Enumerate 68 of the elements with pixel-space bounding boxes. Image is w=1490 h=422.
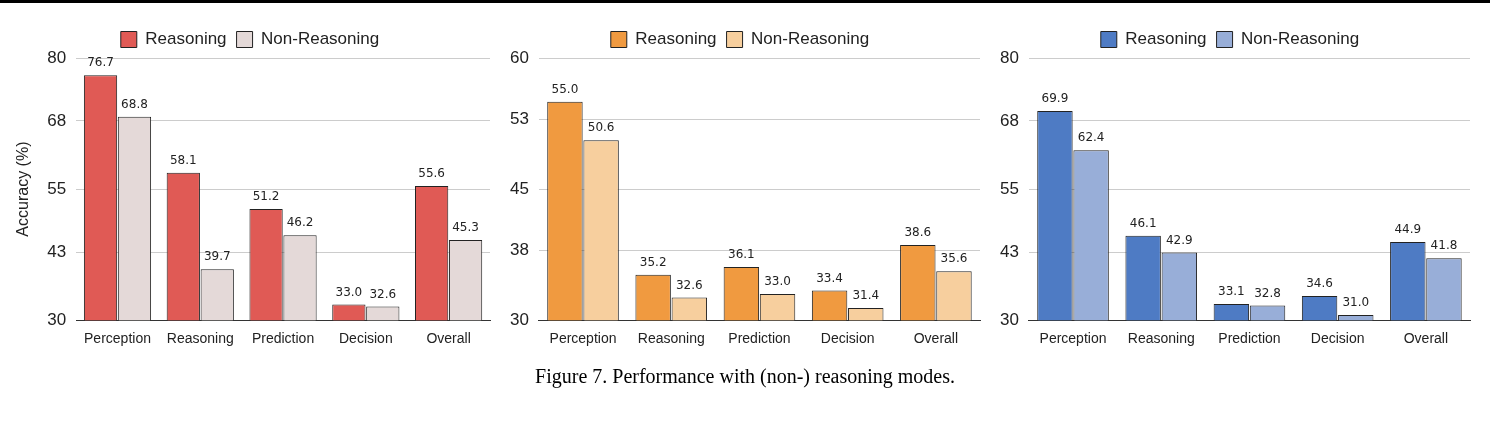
y-tick-label: 45 <box>509 178 529 198</box>
data-label: 32.6 <box>675 277 703 292</box>
data-label: 58.1 <box>169 152 197 167</box>
data-label: 33.0 <box>764 274 791 289</box>
y-tick-label: 30 <box>509 309 529 329</box>
x-tick-label: Reasoning <box>637 330 705 347</box>
data-label: 69.9 <box>1041 91 1069 106</box>
data-label: 31.0 <box>1342 295 1370 310</box>
data-label: 34.6 <box>1306 276 1333 291</box>
data-label: 32.8 <box>1254 285 1281 300</box>
y-tick-label: 60 <box>509 47 529 67</box>
y-tick-label: 68 <box>999 110 1019 130</box>
data-label: 33.1 <box>1218 284 1245 299</box>
x-tick-label: Decision <box>338 330 393 347</box>
y-tick-label: 55 <box>47 178 67 198</box>
legend-label: Non-Reasoning <box>261 29 380 49</box>
y-tick-label: 80 <box>999 47 1019 67</box>
x-tick-label: Reasoning <box>166 330 234 347</box>
x-tick-label: Decision <box>820 330 875 347</box>
data-label: 31.4 <box>852 288 880 303</box>
data-label: 51.2 <box>252 189 280 204</box>
data-label: 55.6 <box>418 166 445 181</box>
data-label: 41.8 <box>1430 238 1458 253</box>
x-tick-label: Prediction <box>1218 330 1281 347</box>
x-tick-label: Decision <box>1310 330 1365 347</box>
y-tick-label: 43 <box>47 241 67 261</box>
legend-label: Non-Reasoning <box>751 29 870 49</box>
data-label: 33.0 <box>335 284 363 299</box>
x-tick-label: Prediction <box>728 330 791 347</box>
caption: Figure 7. Performance with (non-) reasoning modes. <box>534 365 956 388</box>
x-tick-label: Overall <box>1403 330 1449 347</box>
legend-label: Reasoning <box>1125 29 1207 49</box>
y-tick-label: 80 <box>47 47 67 67</box>
data-label: 62.4 <box>1077 130 1105 145</box>
y-tick-label: 30 <box>999 309 1019 329</box>
data-label: 32.6 <box>369 286 397 301</box>
legend-label: Non-Reasoning <box>1241 29 1360 49</box>
x-tick-label: Reasoning <box>1127 330 1195 347</box>
y-tick-label: 68 <box>47 110 67 130</box>
data-label: 39.7 <box>203 249 231 264</box>
data-label: 68.8 <box>121 96 148 111</box>
y-tick-label: 43 <box>999 241 1019 261</box>
x-tick-label: Perception <box>1039 330 1107 347</box>
data-label: 44.9 <box>1394 222 1422 237</box>
data-label: 76.7 <box>87 55 114 70</box>
data-label: 46.2 <box>286 215 314 230</box>
data-label: 46.1 <box>1129 215 1157 230</box>
y-tick-label: 38 <box>509 239 529 259</box>
x-tick-label: Prediction <box>251 330 315 347</box>
data-label: 35.6 <box>940 251 968 266</box>
x-tick-label: Overall <box>913 330 959 347</box>
y-tick-label: 30 <box>47 309 67 329</box>
data-label: 36.1 <box>728 247 755 262</box>
legend-label: Reasoning <box>635 29 717 49</box>
x-tick-label: Perception <box>84 330 151 347</box>
data-label: 33.4 <box>816 270 843 285</box>
data-label: 45.3 <box>452 220 479 235</box>
data-label: 42.9 <box>1165 232 1193 247</box>
data-label: 55.0 <box>551 81 579 96</box>
data-label: 38.6 <box>904 225 932 240</box>
y-tick-label: 55 <box>999 178 1019 198</box>
data-label: 50.6 <box>587 120 615 135</box>
y-tick-label: 53 <box>509 108 529 128</box>
legend-label: Reasoning <box>145 29 227 49</box>
x-tick-label: Overall <box>426 330 471 347</box>
y-axis-title: Accuracy (%) <box>14 141 32 237</box>
x-tick-label: Perception <box>549 330 617 347</box>
data-label: 35.2 <box>639 254 667 269</box>
